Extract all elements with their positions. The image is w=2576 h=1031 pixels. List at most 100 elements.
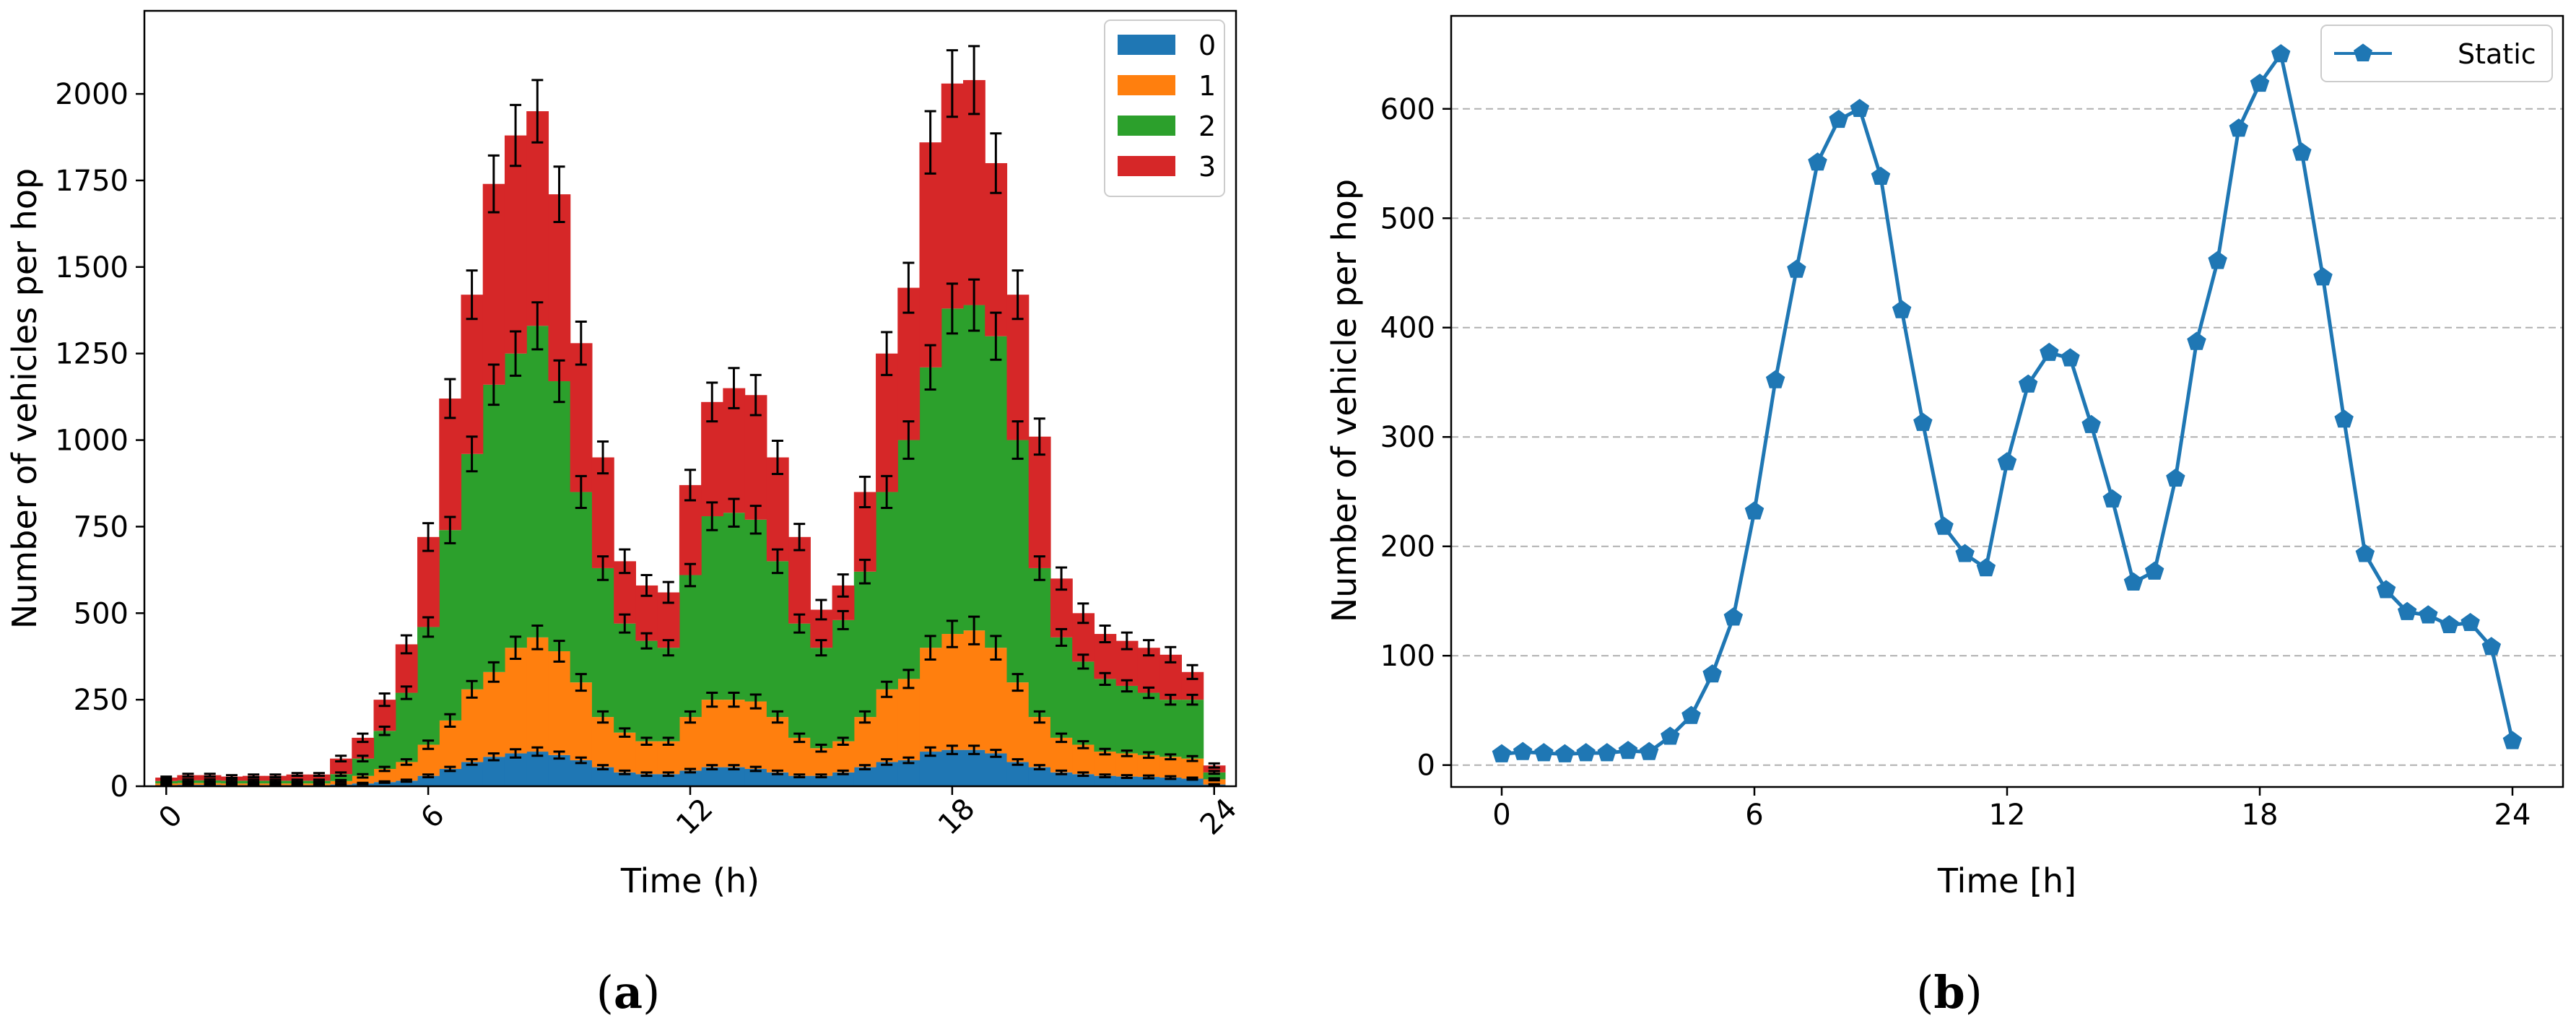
- bar-series1-t18: [941, 634, 964, 750]
- bar-series1-t19: [985, 648, 1008, 754]
- errorbar-series3-t2.5: [269, 773, 282, 779]
- bar-series0-t10.5: [614, 772, 636, 786]
- static-marker-t17: [2208, 251, 2227, 269]
- static-marker-t8: [1829, 109, 1848, 129]
- legend-marker-pentagon: [2354, 43, 2372, 61]
- errorbar-series2-t0: [160, 779, 173, 783]
- bar-series2-t19.5: [1006, 440, 1030, 683]
- bar-series0-t13: [723, 767, 746, 786]
- bar-series1-t18.5: [963, 630, 985, 750]
- errorbar-series0-t13.5: [749, 765, 762, 773]
- legend-label-1: 1: [1198, 70, 1216, 102]
- bar-series1-t21.5: [1094, 752, 1117, 776]
- static-marker-t17.5: [2229, 118, 2249, 137]
- errorbar-series3-t10.5: [619, 548, 631, 575]
- bar-series3-t18.5: [963, 79, 985, 305]
- errorbar-series3-t14.5: [793, 523, 806, 552]
- static-marker-t24: [2502, 731, 2523, 749]
- errorbar-series3-t20.5: [1056, 566, 1068, 591]
- errorbar-series3-t4.5: [357, 732, 369, 744]
- errorbar-series1-t10: [597, 710, 609, 724]
- a-xtick-label-18: 18: [932, 792, 982, 842]
- errorbar-series1-t14.5: [793, 732, 806, 744]
- errorbar-series3-t5: [378, 692, 391, 708]
- errorbar-series2-t5: [378, 726, 391, 736]
- errorbar-series2-t19: [990, 311, 1002, 361]
- bar-series1-t4.5: [352, 775, 375, 784]
- panel-a-stacked-bar-chart: 0 6 12 18 24 025050075010001250150017502000 …: [5, 9, 1243, 1019]
- errorbar-series0-t10: [597, 764, 609, 771]
- errorbar-series2-t0.5: [182, 778, 194, 783]
- bar-series2-t16: [853, 571, 876, 718]
- errorbar-series0-t9.5: [575, 756, 587, 765]
- errorbar-series1-t6: [422, 739, 435, 750]
- errorbar-series0-t16.5: [881, 758, 893, 766]
- errorbar-series3-t0: [160, 775, 173, 780]
- a-ytick-label-1000: 1000: [55, 425, 129, 458]
- errorbar-series3-t2: [248, 773, 260, 779]
- errorbar-series2-t10: [597, 555, 609, 581]
- bar-series2-t21.5: [1094, 679, 1117, 752]
- panel-b-x-axis-label: Time [h]: [1937, 861, 2076, 900]
- errorbar-series0-t22: [1121, 774, 1133, 779]
- static-marker-t10: [1913, 412, 1933, 431]
- static-marker-t20: [2334, 409, 2354, 428]
- errorbar-series2-t18.5: [968, 278, 980, 332]
- bar-series2-t6: [417, 627, 440, 745]
- panel-b-series-static: [1492, 44, 2523, 762]
- panel-a-legend-box: [1104, 19, 1225, 197]
- errorbar-series0-t10.5: [619, 769, 631, 775]
- bar-series2-t13: [723, 513, 746, 700]
- bar-series3-t18: [941, 83, 964, 309]
- static-marker-t2: [1576, 743, 1596, 762]
- static-marker-t18.5: [2271, 44, 2291, 63]
- bar-series0-t23: [1159, 778, 1182, 786]
- errorbar-series1-t24: [1208, 777, 1220, 782]
- errorbar-series1-t5.5: [400, 758, 412, 766]
- panel-b-line-chart: 0 6 12 18 24 0 100 200 300 400 500 600 Time [h] Nu…: [1325, 14, 2564, 1019]
- bar-series3-t7.5: [482, 183, 505, 385]
- bar-series2-t20.5: [1050, 637, 1073, 738]
- static-marker-t19.5: [2313, 267, 2333, 286]
- errorbar-series2-t20.5: [1056, 627, 1068, 647]
- panel-b-y-axis-label: Number of vehicle per hop: [1325, 179, 1364, 622]
- errorbar-series1-t6.5: [444, 713, 456, 728]
- bar-series0-t7: [461, 762, 484, 786]
- errorbar-series0-t14.5: [793, 773, 806, 779]
- errorbar-series2-t5.5: [400, 685, 412, 700]
- errorbar-series0-t12: [684, 767, 696, 774]
- bar-series3-t3: [286, 774, 309, 781]
- errorbar-series1-t9.5: [575, 673, 587, 692]
- bar-series2-t4.5: [352, 758, 375, 776]
- errorbar-series1-t21: [1077, 740, 1089, 749]
- bar-series1-t11.5: [657, 741, 680, 775]
- errorbar-series1-t10.5: [619, 727, 631, 738]
- static-marker-t6.5: [1765, 370, 1785, 388]
- panel-a-x-axis-label: Time (h): [620, 861, 760, 900]
- bar-series0-t14: [766, 772, 789, 786]
- bar-series1-t7.5: [482, 671, 505, 757]
- errorbar-series0-t20: [1033, 764, 1045, 771]
- static-marker-t10.5: [1934, 516, 1954, 535]
- errorbar-series3-t12.5: [706, 381, 718, 423]
- panel-b-caption-label: (b): [1916, 966, 1983, 1019]
- panel-a-x-ticks: 0 6 12 18 24: [152, 786, 1243, 842]
- static-marker-t14: [2081, 414, 2101, 433]
- errorbar-series1-t19.5: [1011, 673, 1024, 692]
- errorbar-series3-t11: [640, 574, 653, 597]
- errorbar-series3-t16.5: [881, 331, 893, 376]
- errorbar-series3-t8.5: [531, 79, 544, 144]
- errorbar-series3-t21.5: [1099, 625, 1111, 644]
- errorbar-series3-t0.5: [182, 773, 194, 778]
- errorbar-series0-t21.5: [1099, 773, 1111, 779]
- static-marker-t16.5: [2187, 331, 2206, 350]
- legend-marker-static: [2354, 43, 2372, 61]
- static-marker-t11.5: [1976, 558, 1996, 577]
- bar-series2-t17: [897, 440, 921, 679]
- static-marker-t5.5: [1723, 607, 1744, 626]
- panel-a-caption-letter: a: [614, 966, 643, 1019]
- errorbar-series0-t21: [1077, 771, 1089, 778]
- errorbar-series2-t3.5: [313, 778, 325, 783]
- bar-series1-t7: [461, 689, 484, 762]
- static-marker-t6: [1744, 501, 1765, 520]
